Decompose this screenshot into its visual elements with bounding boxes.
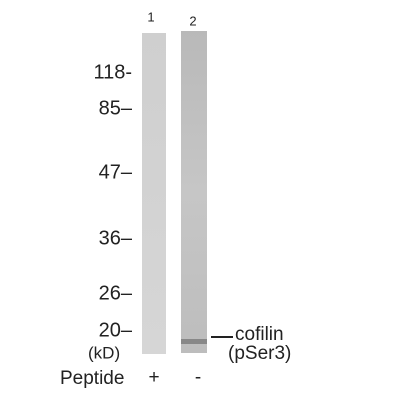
treatment-value: - [195, 367, 201, 388]
marker-label: 20– [99, 319, 133, 341]
marker-label: 118- [93, 61, 132, 83]
lane-label: 1 [147, 9, 154, 24]
marker-label: 85– [99, 97, 133, 119]
lane-2 [181, 31, 207, 353]
lane-label: 2 [189, 13, 196, 28]
blot-figure: 1 2 118- 85– 47– 36– 26– 20– (kD) Peptid… [0, 0, 403, 405]
marker-label: 26– [99, 282, 133, 304]
band-label: cofilin [235, 324, 284, 345]
treatment-value: + [148, 367, 159, 388]
marker-label: 36– [99, 227, 133, 249]
treatment-label: Peptide [60, 368, 124, 389]
lane-1 [142, 33, 166, 354]
band [181, 339, 207, 344]
band-label: (pSer3) [228, 343, 291, 364]
marker-label: 47– [99, 161, 133, 183]
unit-label: (kD) [88, 343, 120, 362]
